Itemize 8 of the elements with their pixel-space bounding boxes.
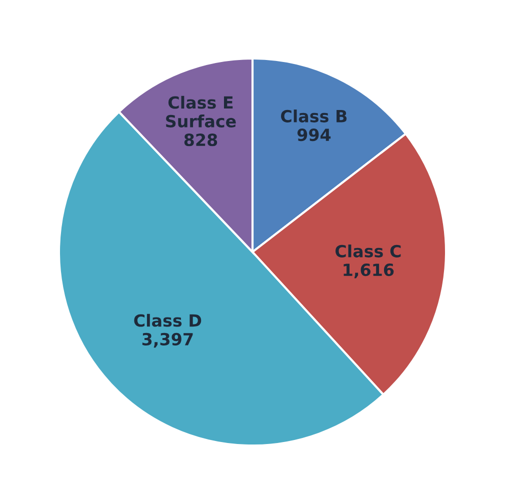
- data-label: 3,397: [142, 332, 193, 348]
- data-label: 994: [297, 128, 331, 142]
- slice-label: Class B: [281, 110, 347, 122]
- data-label: 1,616: [344, 264, 394, 278]
- data-label: 828: [184, 134, 218, 146]
- slice-label: Class C: [335, 244, 401, 258]
- slice-label: Class D: [134, 314, 202, 327]
- slice-label: Class E Surface: [166, 96, 236, 128]
